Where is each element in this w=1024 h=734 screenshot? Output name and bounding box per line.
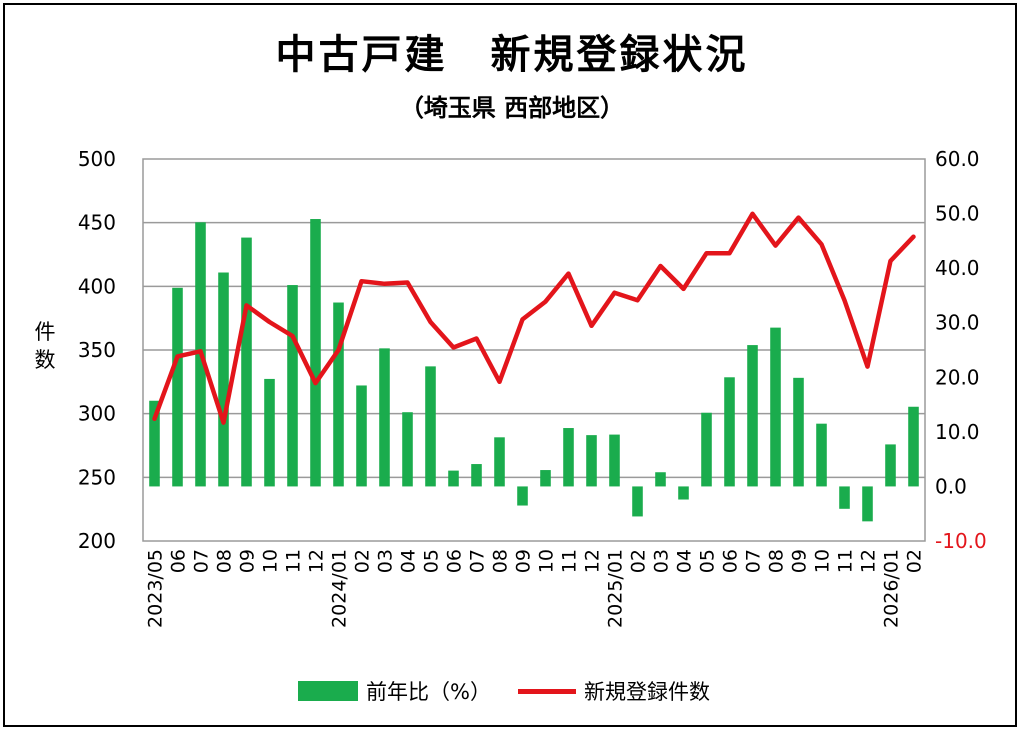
- x-tick-label: 04: [398, 549, 420, 573]
- x-tick-label: 05: [421, 549, 443, 573]
- bar: [586, 435, 597, 487]
- x-tick-label: 03: [375, 549, 397, 573]
- x-tick-label: 02: [352, 549, 374, 573]
- x-tick-label: 09: [237, 549, 259, 573]
- bar: [678, 486, 689, 500]
- bar: [885, 444, 896, 487]
- bar: [563, 428, 574, 487]
- x-tick-label: 02: [904, 549, 926, 573]
- x-tick-label: 08: [490, 549, 512, 573]
- x-tick-label: 09: [789, 549, 811, 573]
- y2-tick-label: 30.0: [935, 311, 980, 335]
- x-tick-label: 08: [214, 549, 236, 573]
- x-tick-label: 10: [536, 549, 558, 573]
- bar: [517, 486, 528, 506]
- bar: [747, 345, 758, 487]
- x-tick-label: 2023/05: [145, 549, 167, 628]
- x-tick-label: 12: [306, 549, 328, 573]
- bar: [701, 412, 712, 487]
- chart-subtitle: （埼玉県 西部地区）: [399, 94, 625, 122]
- y2-tick-label: 60.0: [935, 147, 980, 171]
- y-tick-label: 450: [78, 211, 116, 235]
- bar: [425, 366, 436, 487]
- bar: [149, 400, 160, 487]
- legend-swatch-bar: [298, 681, 358, 701]
- bar: [793, 377, 804, 487]
- bar: [655, 472, 666, 487]
- bar: [908, 406, 919, 487]
- y2-tick-label: 50.0: [935, 202, 980, 226]
- bar: [310, 219, 321, 487]
- legend-label-bar: 前年比（%）: [366, 680, 491, 704]
- x-tick-label: 10: [812, 549, 834, 573]
- legend-item-line: 新規登録件数: [518, 676, 710, 706]
- bar: [241, 237, 252, 487]
- bar: [172, 287, 183, 487]
- bar: [609, 434, 620, 487]
- bar: [333, 302, 344, 487]
- x-tick-label: 04: [674, 549, 696, 573]
- bar: [471, 464, 482, 487]
- x-tick-label: 09: [513, 549, 535, 573]
- legend-item-bar: 前年比（%）: [298, 676, 491, 706]
- legend-label-line: 新規登録件数: [584, 680, 710, 704]
- bar: [494, 437, 505, 487]
- y2-tick-label: 0.0: [935, 474, 967, 498]
- x-tick-label: 2025/01: [605, 549, 627, 628]
- y-axis-label: 件数: [34, 320, 56, 372]
- bar: [379, 348, 390, 487]
- y-tick-label: 400: [78, 274, 116, 298]
- bar: [218, 272, 229, 487]
- x-tick-label: 12: [858, 549, 880, 573]
- x-tick-label: 06: [720, 549, 742, 573]
- y-tick-label: 300: [78, 402, 116, 426]
- x-tick-label: 12: [582, 549, 604, 573]
- bar: [448, 470, 459, 487]
- series-line: [152, 211, 916, 425]
- x-tick-label: 07: [467, 549, 489, 573]
- bar: [632, 486, 643, 517]
- x-tick-label: 11: [283, 549, 305, 573]
- y2-tick-label: 20.0: [935, 365, 980, 389]
- bar: [770, 327, 781, 487]
- x-tick-label: 06: [444, 549, 466, 573]
- bar: [724, 377, 735, 487]
- x-tick-label: 07: [743, 549, 765, 573]
- x-tick-label: 02: [628, 549, 650, 573]
- y-tick-label: 350: [78, 338, 116, 362]
- x-tick-label: 03: [651, 549, 673, 573]
- bar: [862, 486, 873, 522]
- bar: [356, 385, 367, 487]
- bar: [264, 378, 275, 487]
- legend-swatch-line: [518, 688, 576, 694]
- x-tick-label: 11: [835, 549, 857, 573]
- y-tick-label: 200: [78, 529, 116, 553]
- x-tick-label: 10: [260, 549, 282, 573]
- y-tick-label: 500: [78, 147, 116, 171]
- bar: [816, 423, 827, 487]
- y2-tick-label: -10.0: [935, 529, 987, 553]
- y-tick-label: 250: [78, 465, 116, 489]
- y2-tick-label: 10.0: [935, 420, 980, 444]
- bar: [287, 285, 298, 487]
- x-tick-label: 07: [191, 549, 213, 573]
- chart-title: 中古戸建 新規登録状況: [275, 32, 749, 78]
- legend: 前年比（%） 新規登録件数: [0, 676, 1024, 706]
- x-tick-label: 2024/01: [329, 549, 351, 628]
- bar: [540, 470, 551, 487]
- x-tick-label: 08: [766, 549, 788, 573]
- bar: [839, 486, 850, 509]
- x-tick-label: 05: [697, 549, 719, 573]
- x-tick-label: 11: [559, 549, 581, 573]
- y2-tick-label: 40.0: [935, 256, 980, 280]
- x-tick-label: 2026/01: [881, 549, 903, 628]
- bar: [402, 412, 413, 487]
- x-tick-label: 06: [168, 549, 190, 573]
